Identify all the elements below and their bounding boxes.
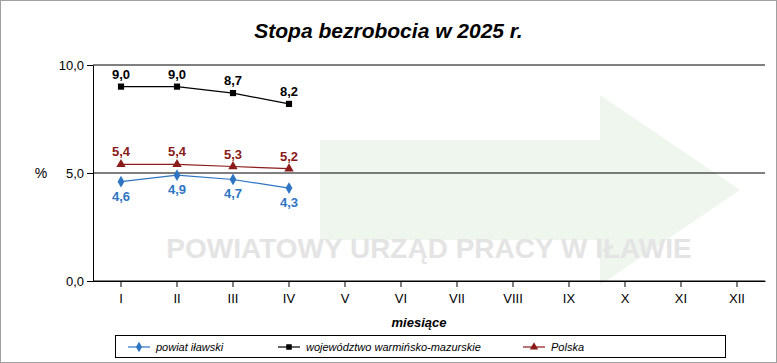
grid-line (93, 281, 765, 282)
marker (174, 84, 180, 90)
y-tick: 0,0 (66, 274, 93, 289)
x-tick-label: II (173, 291, 180, 306)
x-tick-mark (345, 281, 346, 287)
x-tick-mark (289, 281, 290, 287)
legend-label: Polska (551, 341, 584, 353)
series-line (121, 164, 289, 168)
x-tick-label: III (228, 291, 239, 306)
x-tick: VIII (503, 281, 523, 306)
y-tick: 5,0 (66, 166, 93, 181)
plot-area (116, 84, 293, 194)
x-tick: XI (675, 281, 687, 306)
marker (228, 161, 237, 169)
x-tick: IV (283, 281, 296, 306)
x-tick-mark (569, 281, 570, 287)
x-tick-mark (681, 281, 682, 287)
marker (230, 174, 237, 186)
data-label: 5,3 (224, 147, 242, 162)
x-tick-label: VI (395, 291, 407, 306)
grid-line (93, 173, 765, 174)
chart: POWIATOWY URZĄD PRACY W IŁAWIE 0,0 5,0 10,0… (0, 0, 777, 363)
x-tick: XII (729, 281, 745, 306)
data-label: 4,9 (168, 182, 186, 197)
legend-marker (136, 342, 142, 353)
marker (118, 84, 124, 90)
x-tick-label: XI (675, 291, 687, 306)
data-label: 9,0 (112, 67, 130, 82)
x-axis-title: miesiące (392, 315, 447, 330)
marker (286, 182, 293, 194)
x-tick: X (621, 281, 630, 306)
x-tick-mark (513, 281, 514, 287)
watermark: POWIATOWY URZĄD PRACY W IŁAWIE (166, 233, 691, 264)
data-label: 8,2 (280, 84, 298, 99)
marker (172, 159, 181, 167)
legend: powiat iławski województwo warmińsko-mazu… (116, 336, 726, 358)
x-tick-mark (625, 281, 626, 287)
y-tick-label: 0,0 (66, 274, 84, 289)
y-tick-mark (87, 281, 93, 282)
x-axis: IIIIIIIVVVIVIIVIIIIXXXIXII (94, 281, 766, 306)
x-tick: I (119, 281, 123, 306)
y-axis: 0,0 5,0 10,0 (59, 58, 94, 289)
x-tick-mark (737, 281, 738, 287)
data-label: 4,3 (280, 195, 298, 210)
y-tick-label: 10,0 (59, 58, 84, 73)
legend-item: powiat iławski (128, 341, 224, 353)
x-tick-label: I (119, 291, 123, 306)
x-tick-mark (121, 281, 122, 287)
series-line (121, 175, 289, 188)
y-tick-mark (87, 65, 93, 66)
legend-marker (530, 342, 538, 349)
legend-item: województwo warmińsko-mazurskie (278, 341, 481, 353)
data-labels: 4,6 4,9 4,7 4,3 9,0 9,0 8,7 8,2 5,4 5,4 5,3 5,2 (112, 67, 298, 211)
x-tick-mark (177, 281, 178, 287)
x-tick: II (173, 281, 180, 306)
y-tick: 10,0 (59, 58, 93, 73)
x-tick: VII (449, 281, 465, 306)
legend-label: powiat iławski (155, 341, 224, 353)
grid (93, 65, 765, 281)
data-label: 4,7 (224, 186, 242, 201)
x-tick: IX (563, 281, 576, 306)
y-axis-line (93, 66, 94, 282)
y-axis-title: % (35, 165, 47, 181)
x-tick-label: X (621, 291, 630, 306)
data-label: 5,4 (168, 144, 187, 159)
marker (174, 169, 181, 181)
x-tick-label: VII (449, 291, 465, 306)
marker (118, 176, 125, 188)
grid-line (93, 65, 765, 66)
series-line (121, 87, 289, 104)
legend-label: województwo warmińsko-mazurskie (306, 341, 481, 353)
marker (286, 101, 292, 107)
y-tick-label: 5,0 (66, 166, 84, 181)
marker (230, 90, 236, 96)
data-label: 5,4 (112, 144, 131, 159)
x-tick-label: VIII (503, 291, 523, 306)
legend-marker (286, 344, 292, 350)
legend-item: Polska (523, 341, 584, 353)
data-label: 4,6 (112, 189, 130, 204)
x-tick-label: IX (563, 291, 576, 306)
background (1, 1, 777, 363)
x-tick-label: IV (283, 291, 296, 306)
x-tick: III (228, 281, 239, 306)
marker (284, 163, 293, 171)
x-tick-label: XII (729, 291, 745, 306)
x-axis-line (94, 281, 766, 282)
data-label: 8,7 (224, 73, 242, 88)
marker (116, 159, 125, 167)
data-label: 9,0 (168, 67, 186, 82)
x-tick: V (341, 281, 350, 306)
title: Stopa bezrobocia w 2025 r. (254, 19, 522, 42)
data-label: 5,2 (280, 149, 298, 164)
legend-box (116, 336, 726, 358)
y-tick-mark (87, 173, 93, 174)
x-tick: VI (395, 281, 407, 306)
x-tick-mark (457, 281, 458, 287)
x-tick-mark (401, 281, 402, 287)
x-tick-mark (233, 281, 234, 287)
x-tick-label: V (341, 291, 350, 306)
